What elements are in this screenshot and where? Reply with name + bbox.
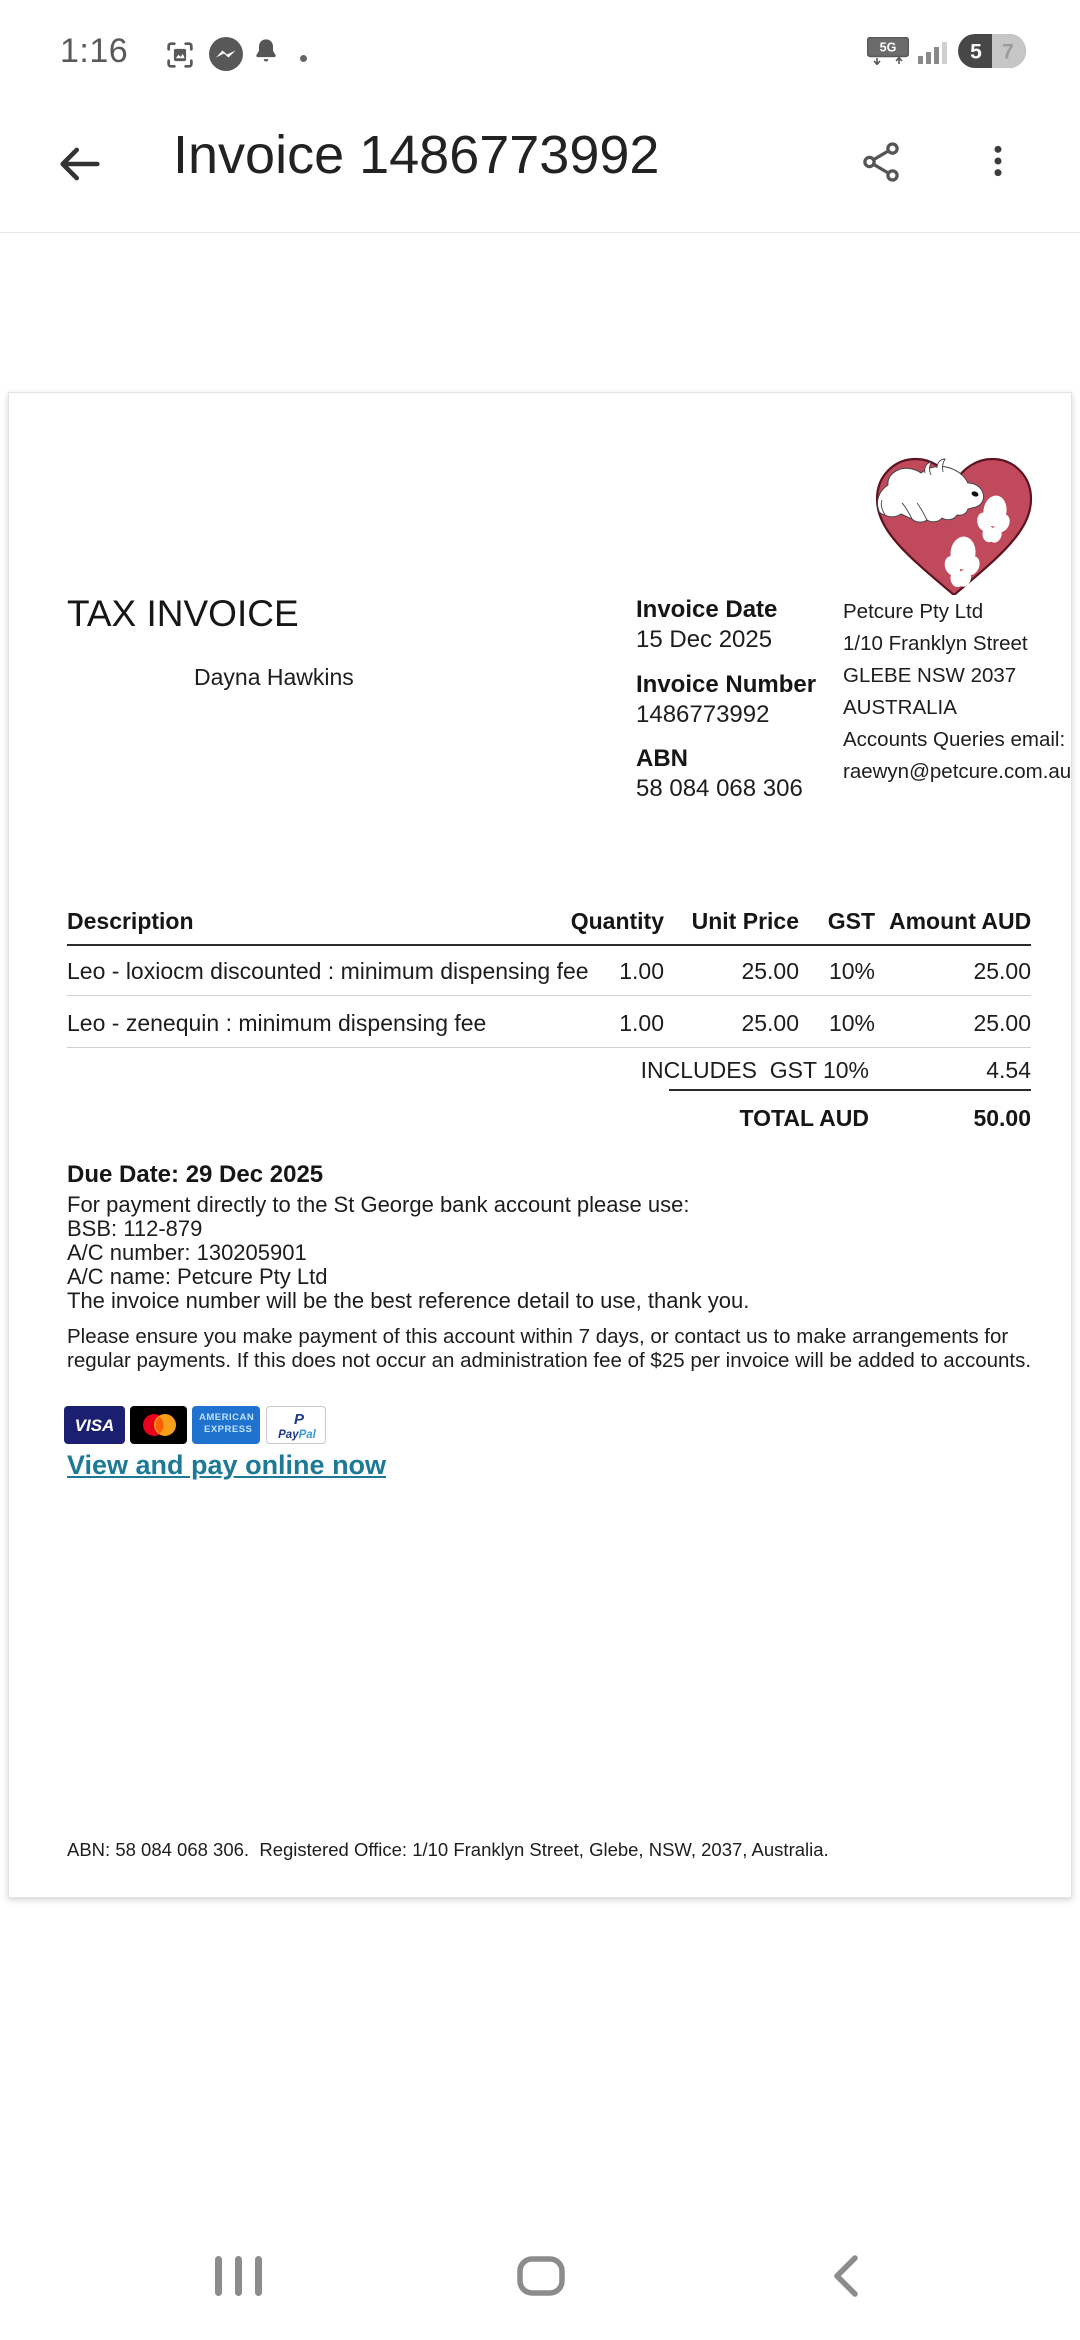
svg-text:PayPal: PayPal (278, 1429, 317, 1441)
svg-text:5: 5 (970, 41, 982, 64)
svg-text:VISA: VISA (75, 1416, 115, 1435)
svg-text:5G: 5G (880, 41, 897, 55)
svg-text:7: 7 (1002, 41, 1014, 64)
svg-text:P: P (294, 1411, 305, 1428)
